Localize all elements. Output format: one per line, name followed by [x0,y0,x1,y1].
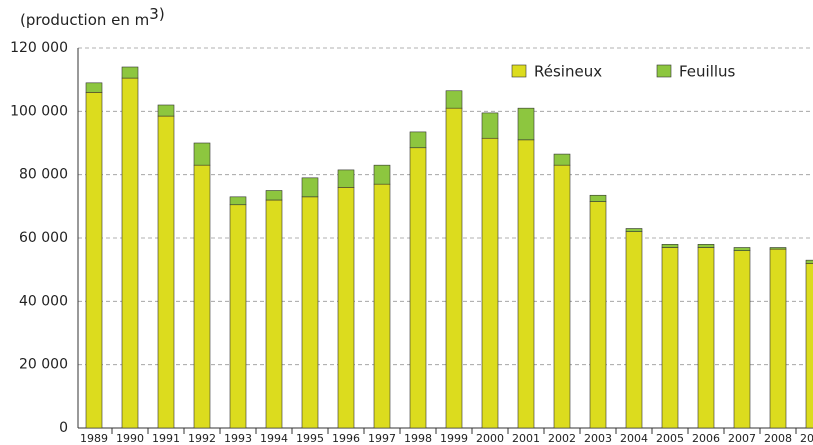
x-tick-label: 1992 [188,432,216,445]
bar-segment [337,169,355,188]
bar-segment [409,131,427,149]
bar-segment [697,244,715,248]
x-tick-label: 1996 [332,432,360,445]
bar-segment [157,115,175,429]
bar-segment [661,244,679,248]
bar-segment [661,247,679,429]
x-tick-label: 1991 [152,432,180,445]
bar-segment [553,164,571,429]
x-tick-label: 2006 [692,432,720,445]
bar-segment [589,194,607,202]
bar-segment [733,250,751,429]
bar-segment [373,164,391,185]
y-tick-label: 120 000 [10,40,68,56]
x-tick-label: 2002 [548,432,576,445]
bar-segment [625,231,643,429]
bar-segment [517,107,535,141]
bar-segment [733,247,751,251]
y-axis-label: (production en m3) [20,5,165,29]
bar-segment [265,190,283,201]
x-tick-label: 1990 [116,432,144,445]
x-tick-label: 2001 [512,432,540,445]
bar-segment [373,183,391,429]
bar-segment [193,142,211,166]
y-tick-label: 0 [59,420,68,436]
x-tick-label: 1995 [296,432,324,445]
y-tick-label: 80 000 [19,167,68,183]
x-tick-label: 2009 [800,432,813,445]
x-tick-label: 1989 [80,432,108,445]
x-tick-label: 2008 [764,432,792,445]
y-tick-label: 40 000 [19,293,68,309]
legend-swatch [656,64,672,78]
bar-segment [121,77,139,429]
bar-segment [85,92,103,429]
bar-segment [229,204,247,429]
y-tick-label: 100 000 [10,103,68,119]
y-label-sup: 3) [149,5,164,23]
bar-segment [157,104,175,117]
x-tick-label: 1999 [440,432,468,445]
bar-segment [481,112,499,139]
x-tick-label: 2003 [584,432,612,445]
y-tick-label: 60 000 [19,230,68,246]
bar-segment [301,196,319,429]
y-label-main: (production en m [20,11,149,29]
bar-segment [265,199,283,429]
x-tick-label: 2004 [620,432,648,445]
bar-segment [553,153,571,166]
bar-segment [193,164,211,429]
x-tick-label: 1994 [260,432,288,445]
x-tick-label: 2005 [656,432,684,445]
bar-segment [769,248,787,429]
bar-segment [625,228,643,232]
x-tick-label: 1998 [404,432,432,445]
bar-segment [481,137,499,429]
bar-segment [697,247,715,429]
bar-segment [445,107,463,429]
bar-segment [589,201,607,429]
bar-segment [517,139,535,429]
bar-segment [85,82,103,93]
bar-segment [769,247,787,250]
bar-segment [805,259,813,264]
bar-segment [445,90,463,109]
bar-segment [229,196,247,206]
x-tick-label: 2000 [476,432,504,445]
legend-swatch [511,64,527,78]
bar-segment [121,66,139,79]
y-tick-label: 20 000 [19,357,68,373]
x-tick-label: 2007 [728,432,756,445]
x-tick-label: 1993 [224,432,252,445]
bar-segment [409,147,427,429]
x-tick-label: 1997 [368,432,396,445]
bar-segment [337,187,355,429]
bar-segment [301,177,319,198]
legend-label: Feuillus [679,63,736,81]
legend-label: Résineux [534,63,602,81]
bar-segment [805,263,813,429]
